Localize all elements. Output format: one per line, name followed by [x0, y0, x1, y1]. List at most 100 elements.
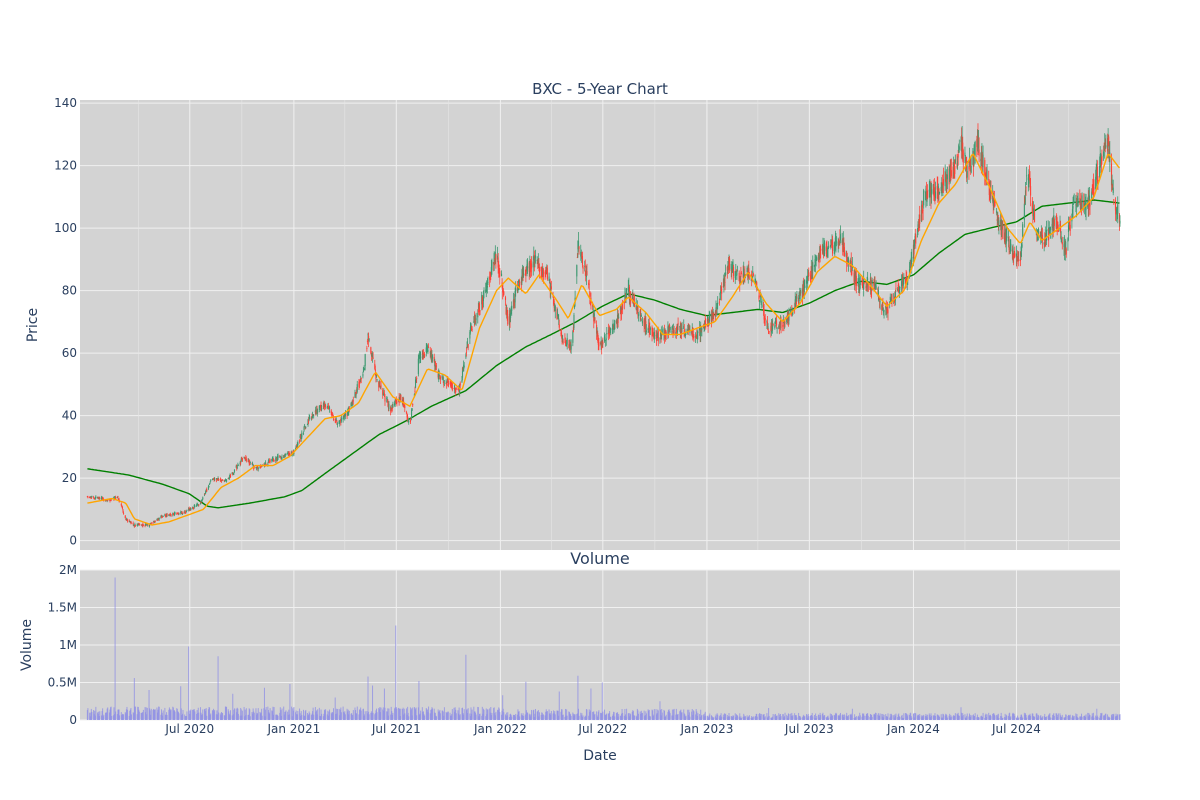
volume-bar — [94, 710, 96, 720]
candle-body — [1112, 185, 1114, 188]
volume-bar — [489, 708, 491, 720]
candle-body — [120, 504, 122, 506]
candle-body — [467, 343, 469, 347]
volume-bar — [722, 714, 724, 720]
candle-body — [186, 509, 188, 511]
candle-body — [576, 265, 578, 277]
volume-bar — [687, 709, 689, 720]
candle-body — [168, 514, 170, 516]
candle-body — [549, 281, 551, 284]
candle-body — [865, 286, 867, 289]
volume-bar — [570, 714, 572, 720]
volume-bar — [231, 715, 233, 720]
volume-bar — [853, 718, 855, 720]
candle-body — [356, 384, 358, 392]
volume-bar — [315, 711, 317, 720]
volume-bar — [263, 687, 265, 720]
volume-bar — [248, 708, 250, 720]
volume-bar — [402, 708, 404, 720]
volume-bar — [1065, 714, 1067, 720]
candle-body — [450, 383, 452, 385]
candle-body — [169, 514, 172, 516]
volume-bar — [228, 713, 230, 720]
candle-body — [235, 466, 237, 468]
candle-body — [808, 272, 810, 277]
volume-bar — [339, 715, 341, 720]
volume-bar — [1111, 716, 1113, 720]
candle-body — [205, 491, 207, 494]
volume-bar — [948, 715, 950, 720]
candle-body — [681, 327, 683, 330]
candle-body — [281, 457, 283, 459]
volume-bar — [362, 709, 364, 720]
candle-body — [328, 407, 331, 410]
candle-body — [203, 494, 206, 496]
candle-body — [524, 274, 526, 276]
candle-body — [624, 294, 626, 299]
candle-body — [732, 261, 734, 267]
candle-body — [340, 420, 342, 423]
candle-body — [362, 374, 364, 377]
volume-bar — [233, 708, 235, 720]
volume-y-tick-label: 1.5M — [48, 601, 77, 615]
volume-bar — [121, 715, 123, 720]
volume-bar — [1015, 717, 1017, 720]
volume-bar — [450, 715, 452, 720]
candle-body — [941, 182, 943, 193]
volume-bar — [224, 715, 226, 720]
volume-bar — [956, 713, 958, 720]
candle-body — [819, 250, 821, 254]
volume-bar — [284, 711, 286, 720]
volume-bar — [1057, 713, 1059, 720]
candle-body — [118, 499, 120, 501]
volume-bar — [429, 713, 431, 720]
volume-bar — [340, 712, 342, 720]
volume-bar — [772, 714, 774, 720]
volume-bar — [412, 707, 414, 720]
volume-bar — [835, 712, 837, 720]
volume-bar — [752, 717, 754, 720]
volume-bar — [402, 707, 404, 720]
candle-body — [192, 507, 194, 509]
candle-body — [384, 396, 386, 402]
volume-bar — [213, 708, 215, 720]
volume-bar — [581, 716, 583, 720]
volume-bar — [344, 714, 346, 720]
candle-body — [969, 158, 971, 164]
volume-bar — [368, 711, 370, 720]
candle-body — [408, 421, 410, 423]
candle-body — [121, 507, 123, 509]
volume-bar — [497, 710, 499, 720]
candle-body — [506, 311, 508, 319]
candle-body — [731, 266, 733, 271]
candle-body — [311, 416, 313, 419]
candle-body — [910, 257, 912, 268]
volume-bar — [372, 685, 374, 720]
volume-bar — [227, 709, 229, 720]
candle-body — [826, 247, 828, 257]
candle-body — [451, 383, 453, 390]
volume-bar — [695, 709, 697, 720]
volume-bar — [760, 713, 762, 720]
candle-body — [811, 265, 813, 273]
volume-bar — [1056, 713, 1058, 720]
candle-body — [209, 483, 211, 485]
volume-bar — [652, 715, 654, 720]
candle-body — [212, 478, 215, 480]
volume-bar — [554, 714, 556, 720]
volume-bar — [572, 713, 574, 720]
volume-bar — [309, 713, 311, 720]
volume-bar — [521, 715, 523, 720]
candle-body — [1041, 234, 1044, 242]
volume-y-tick-label: 1M — [59, 638, 77, 652]
volume-bar — [243, 706, 245, 720]
candle-body — [883, 309, 885, 312]
candle-body — [568, 343, 570, 346]
volume-bar — [1038, 715, 1040, 720]
candle-body — [1107, 137, 1109, 152]
candle-body — [180, 512, 182, 514]
volume-bar — [1069, 715, 1071, 720]
volume-bar — [679, 711, 681, 720]
candle-body — [541, 267, 543, 276]
candle-body — [732, 266, 735, 276]
